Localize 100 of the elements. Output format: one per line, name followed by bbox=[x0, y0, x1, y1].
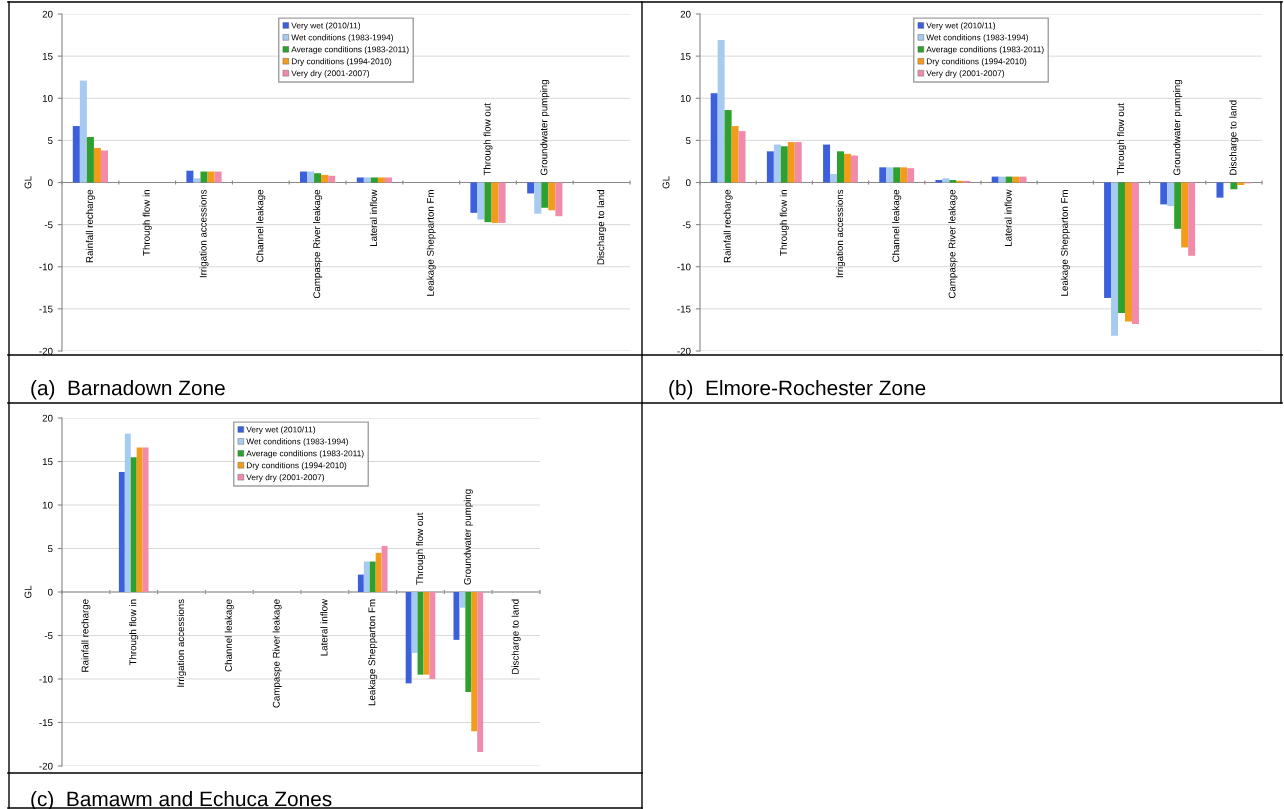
x-tick-label: Discharge to land bbox=[597, 190, 607, 265]
x-tick-label: Discharge to land bbox=[511, 599, 521, 674]
x-tick-label: Lateral inflow bbox=[369, 189, 378, 246]
bar bbox=[1131, 182, 1139, 325]
y-tick-label: 5 bbox=[47, 137, 53, 144]
bar bbox=[942, 178, 950, 183]
bar bbox=[328, 175, 336, 183]
bar bbox=[477, 182, 485, 220]
bar bbox=[998, 176, 1006, 183]
x-tick-label: Discharge to land bbox=[1229, 100, 1239, 175]
bar bbox=[886, 167, 894, 183]
bar bbox=[527, 182, 535, 194]
bar bbox=[453, 592, 460, 640]
y-tick-label: -20 bbox=[677, 347, 691, 355]
x-tick-label: Groundwater pumping bbox=[463, 489, 473, 585]
y-tick-label: 20 bbox=[42, 10, 53, 18]
x-tick-label: Leakage Shepparton Fm bbox=[426, 190, 436, 296]
bar bbox=[370, 177, 378, 183]
bar bbox=[79, 80, 87, 183]
bar bbox=[1174, 182, 1182, 229]
legend-label: Very dry (2001-2007) bbox=[926, 70, 1005, 78]
legend-label: Average conditions (1983-2011) bbox=[926, 46, 1044, 54]
bar bbox=[534, 182, 542, 214]
legend-label: Wet conditions (1983-1994) bbox=[246, 438, 348, 447]
bar bbox=[363, 177, 371, 183]
legend-label: Very dry (2001-2007) bbox=[246, 474, 325, 482]
x-tick-label: Rainfall recharge bbox=[81, 599, 91, 672]
legend-label: Average conditions (1983-2011) bbox=[291, 46, 409, 54]
bar bbox=[724, 110, 732, 183]
x-tick-label: Rainfall recharge bbox=[723, 189, 733, 263]
bar bbox=[893, 167, 901, 183]
y-axis-title: GL bbox=[24, 176, 32, 189]
y-tick-label: 20 bbox=[680, 10, 691, 18]
x-tick-label: Through flow out bbox=[1116, 103, 1127, 176]
bar bbox=[377, 177, 385, 183]
bar bbox=[471, 592, 478, 732]
bar bbox=[498, 182, 506, 223]
bar bbox=[321, 174, 329, 183]
bar bbox=[459, 592, 466, 608]
y-tick-label: -5 bbox=[44, 632, 53, 640]
y-tick-label: 0 bbox=[47, 179, 53, 187]
x-tick-label: Channel leakage bbox=[224, 599, 234, 672]
bar bbox=[780, 146, 788, 183]
y-tick-label: -10 bbox=[39, 675, 53, 683]
bar bbox=[717, 40, 725, 183]
bar bbox=[200, 171, 208, 183]
bar bbox=[850, 155, 858, 183]
y-tick-label: 5 bbox=[47, 545, 53, 553]
bar bbox=[1019, 176, 1027, 183]
bar bbox=[100, 150, 109, 183]
y-tick-label: -20 bbox=[39, 762, 53, 770]
legend-label: Dry conditions (1994-2010) bbox=[246, 462, 347, 470]
bar bbox=[773, 144, 781, 183]
legend-label: Wet conditions (1983-1994) bbox=[926, 34, 1028, 43]
text: (b) Elmore-Rochester Zone bbox=[669, 380, 926, 400]
bar bbox=[1005, 176, 1013, 183]
y-tick-label: 15 bbox=[42, 458, 53, 466]
bar bbox=[484, 182, 492, 223]
bar bbox=[136, 447, 143, 592]
legend-label: Very dry (2001-2007) bbox=[291, 70, 370, 78]
bar bbox=[907, 168, 915, 183]
y-tick-label: -20 bbox=[39, 347, 53, 355]
legend-label: Dry conditions (1994-2010) bbox=[291, 58, 392, 66]
bar bbox=[1012, 176, 1020, 183]
x-tick-label: Campaspe River leakage bbox=[948, 189, 958, 299]
bar bbox=[411, 592, 418, 653]
legend-label: Wet conditions (1983-1994) bbox=[291, 34, 393, 43]
bar bbox=[470, 182, 478, 213]
bar bbox=[93, 147, 101, 183]
bar bbox=[766, 151, 774, 183]
legend-label: Very wet (2010/11) bbox=[246, 426, 316, 435]
bar bbox=[787, 142, 795, 183]
bar bbox=[307, 171, 315, 183]
y-tick-label: 20 bbox=[42, 414, 53, 422]
x-tick-label: Lateral inflow bbox=[320, 598, 328, 656]
y-tick-label: 10 bbox=[680, 94, 691, 102]
bar bbox=[1111, 182, 1119, 336]
bar bbox=[548, 182, 556, 211]
y-tick-label: 0 bbox=[685, 179, 691, 187]
bar bbox=[423, 592, 430, 675]
y-tick-label: -15 bbox=[677, 305, 691, 313]
bar bbox=[823, 144, 831, 183]
x-tick-label: Irrigation accessions bbox=[835, 189, 846, 278]
y-tick-label: 15 bbox=[42, 52, 53, 60]
y-tick-label: 10 bbox=[42, 501, 53, 509]
bar bbox=[491, 182, 499, 223]
legend-label: Average conditions (1983-2011) bbox=[246, 450, 364, 458]
x-tick-label: Groundwater pumping bbox=[1173, 79, 1183, 176]
bar bbox=[555, 182, 563, 217]
bar bbox=[710, 93, 718, 183]
bar bbox=[356, 177, 364, 183]
x-tick-label: Irrigation accessions bbox=[199, 189, 209, 278]
bar bbox=[142, 447, 149, 592]
bar bbox=[1124, 182, 1132, 322]
bar bbox=[935, 179, 943, 183]
bar bbox=[541, 182, 549, 208]
y-axis-title: GL bbox=[24, 585, 32, 598]
bar bbox=[118, 471, 125, 592]
text: (a) Barnadown Zone bbox=[31, 380, 225, 400]
x-tick-label: Campaspe River leakage bbox=[272, 599, 282, 708]
